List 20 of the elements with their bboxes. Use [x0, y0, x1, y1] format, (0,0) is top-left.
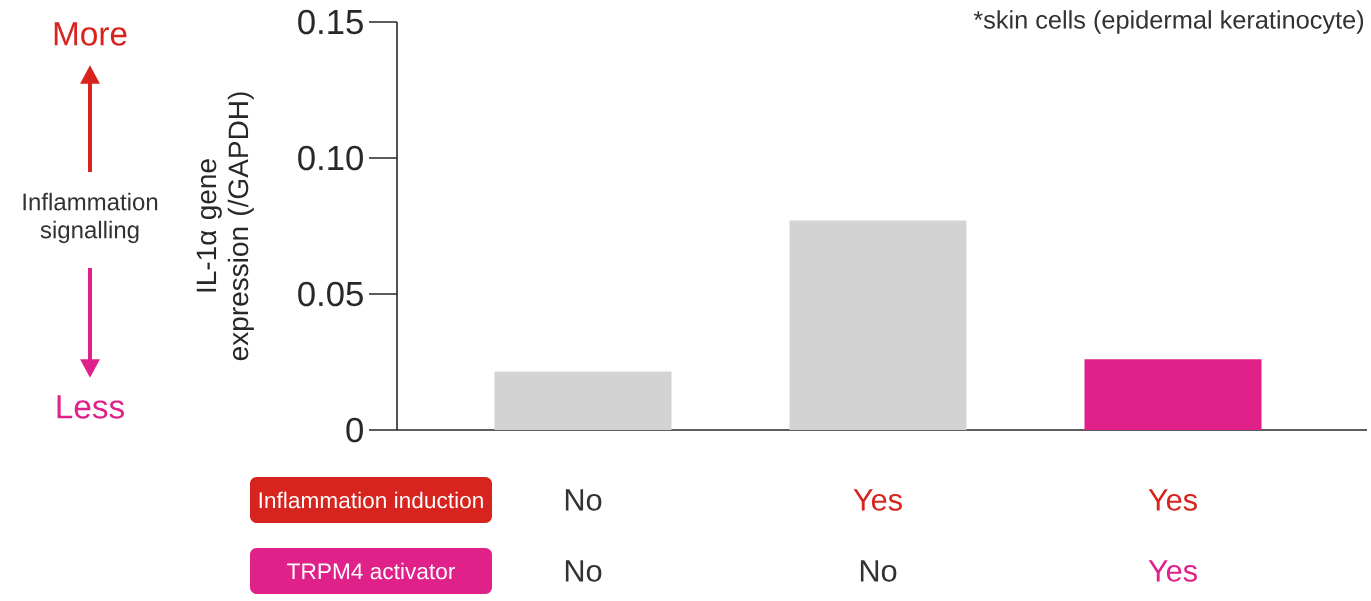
text: No — [565, 560, 602, 582]
text: Yes — [1148, 489, 1197, 511]
y-tick-label: 0.15 — [298, 9, 363, 35]
text: Yes — [1148, 560, 1197, 582]
text: Less — [57, 395, 124, 419]
y-tick-label: 0.10 — [298, 145, 363, 171]
text: Inflammation signalling — [23, 192, 158, 244]
bar — [789, 220, 967, 430]
text: TRPM4 activator — [287, 562, 455, 580]
bar — [494, 371, 672, 430]
y-axis-title: IL-1α gene expression (/GAPDH) — [196, 92, 254, 361]
text: More — [54, 22, 127, 46]
text: Yes — [853, 489, 902, 511]
y-tick-label: 0 — [346, 417, 363, 443]
y-tick-label: 0.05 — [298, 281, 363, 307]
text: Inflammation induction — [259, 491, 483, 509]
text: No — [860, 560, 897, 582]
annotation: *skin cells (epidermal keratinocyte) — [973, 10, 1364, 34]
text: No — [565, 489, 602, 511]
bar — [1084, 359, 1262, 430]
